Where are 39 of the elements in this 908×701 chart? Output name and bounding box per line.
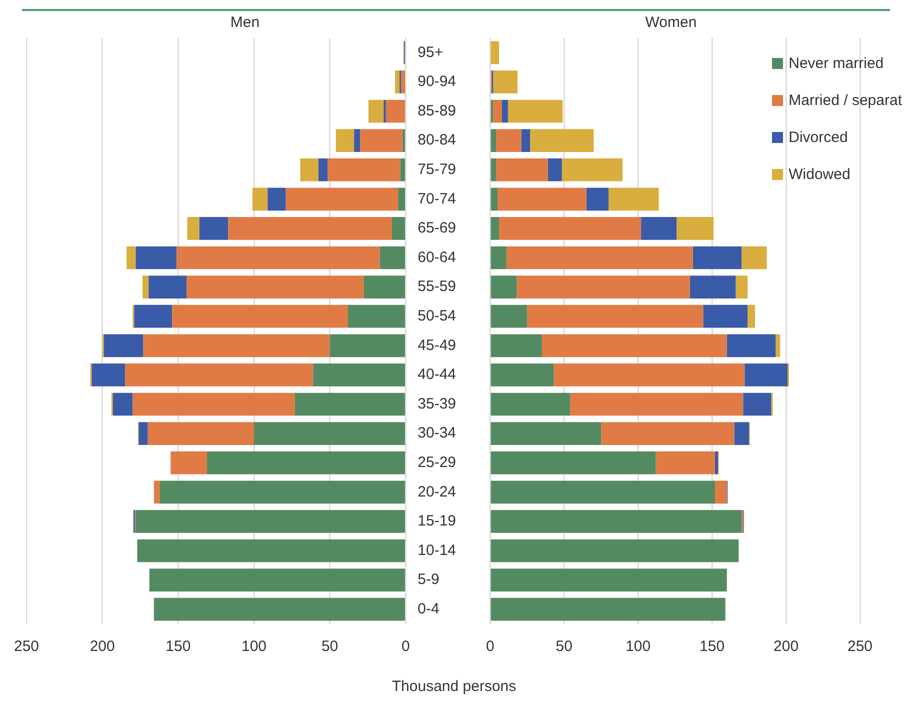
x-tick-label: 50 [321,638,338,656]
y-tick-label: 50-54 [418,307,456,324]
y-tick-label: 55-59 [418,278,456,296]
x-tick-label: 200 [774,638,799,656]
y-tick-label: 95+ [418,44,444,61]
legend-label: Widowed [788,165,850,185]
x-tick-label: 0 [486,638,494,656]
x-tick-label: 250 [847,638,873,656]
y-tick-label: 60-64 [418,248,456,266]
y-tick-label: 25-29 [418,454,456,471]
y-tick-label: 0-4 [418,600,440,618]
y-tick-label: 45-49 [418,336,456,354]
x-tick-label: 50 [556,638,572,656]
y-tick-label: 5-9 [418,571,440,588]
x-tick-label: 150 [700,638,725,656]
y-tick-label: 30-34 [418,424,456,442]
x-tick-label: 100 [241,638,266,656]
y-tick-label: 40-44 [418,366,456,384]
legend-label: Married / separat [788,91,902,111]
chart-title: Women [645,14,697,32]
y-tick-label: 20-24 [418,483,456,500]
legend-label: Never married [788,54,884,74]
y-tick-label: 70-74 [418,190,456,208]
x-tick-label: 100 [626,638,651,656]
y-tick-label: 35-39 [418,395,456,412]
y-tick-label: 15-19 [418,512,456,530]
y-tick-label: 85-89 [418,102,456,120]
x-tick-label: 250 [14,638,40,656]
y-tick-label: 65-69 [418,220,456,237]
x-tick-label: 0 [401,638,410,656]
y-tick-label: 80-84 [418,132,456,149]
chart-title: Men [230,14,260,32]
x-tick-label: 150 [166,638,191,656]
y-tick-label: 75-79 [418,160,456,178]
y-tick-label: 10-14 [418,542,456,559]
x-axis-title: Thousand persons [390,678,518,695]
y-tick-label: 90-94 [418,73,456,90]
x-tick-label: 200 [90,638,115,656]
legend-label: Divorced [788,128,848,148]
